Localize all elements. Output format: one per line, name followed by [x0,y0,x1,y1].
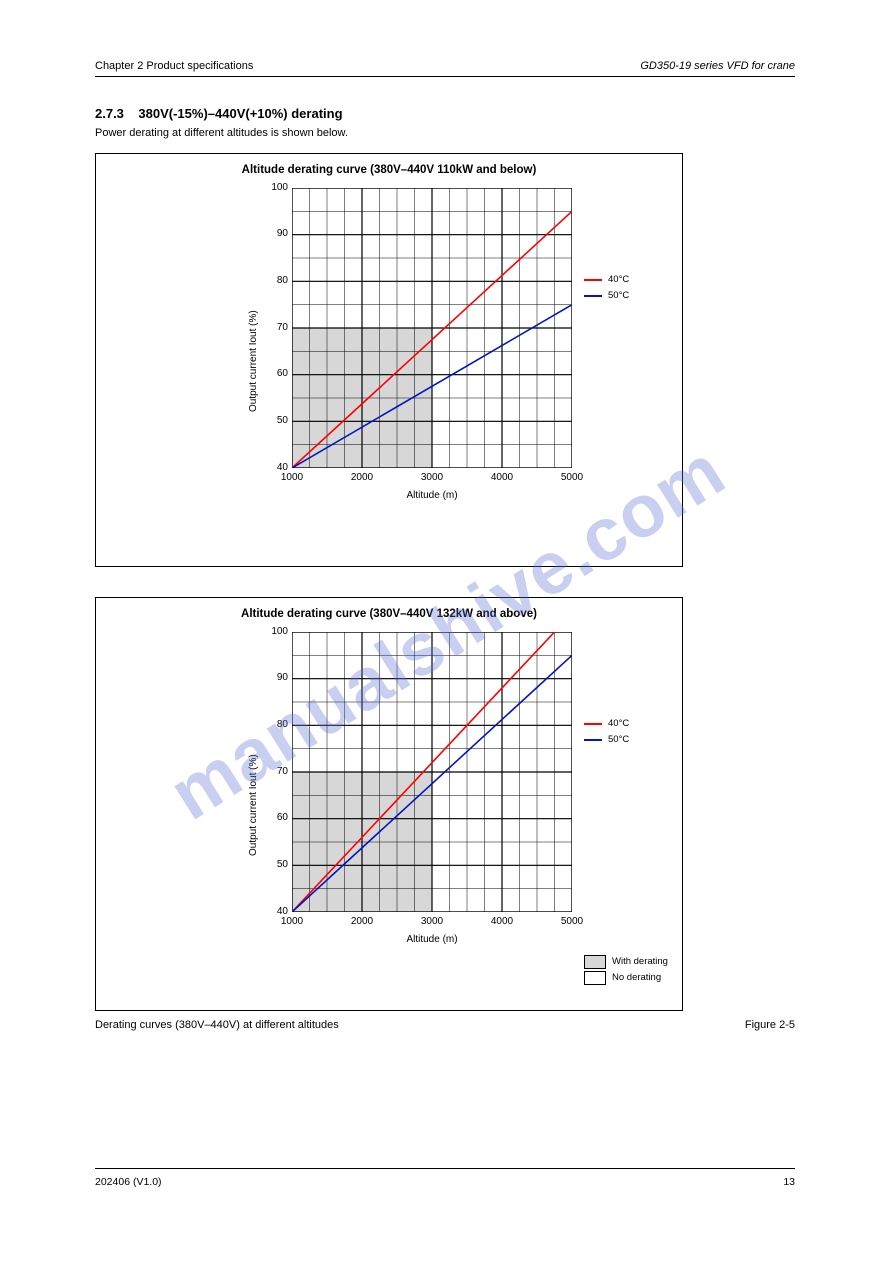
x-tick-label: 2000 [347,916,377,927]
legend-label: 40°C [608,716,629,732]
chart1-plot-area [292,188,572,468]
legend-swatch [584,723,602,725]
chart1-legend: 40°C50°C [584,272,629,304]
y-tick-label: 100 [258,626,288,637]
key-swatch [584,971,606,985]
chart2-x-title: Altitude (m) [292,934,572,945]
chart2-plot-area [292,632,572,912]
chart2-legend: 40°C50°C [584,716,629,748]
header-rule [95,76,795,77]
y-tick-label: 60 [258,368,288,379]
chart1-title: Altitude derating curve (380V–440V 110kW… [96,164,682,176]
chart-panel-1: Altitude derating curve (380V–440V 110kW… [95,153,683,567]
section-title: 380V(-15%)–440V(+10%) derating [138,106,342,121]
chart1-x-title: Altitude (m) [292,490,572,501]
key-swatch [584,955,606,969]
legend-label: 50°C [608,732,629,748]
legend-swatch [584,279,602,281]
x-tick-label: 3000 [417,472,447,483]
footer-version: 202406 (V1.0) [95,1176,162,1188]
x-tick-label: 5000 [557,472,587,483]
legend-item: 40°C [584,716,629,732]
legend-item: 50°C [584,288,629,304]
y-tick-label: 70 [258,322,288,333]
chart-panel-2: Altitude derating curve (380V–440V 132kW… [95,597,683,1011]
legend-item: 50°C [584,732,629,748]
x-tick-label: 3000 [417,916,447,927]
page-footer: 202406 (V1.0) 13 [95,1176,795,1188]
y-tick-label: 70 [258,766,288,777]
section-intro: Power derating at different altitudes is… [95,127,795,139]
y-tick-label: 60 [258,812,288,823]
y-tick-label: 100 [258,182,288,193]
y-tick-label: 90 [258,672,288,683]
chart2-title: Altitude derating curve (380V–440V 132kW… [96,608,682,620]
y-tick-label: 90 [258,228,288,239]
section-number: 2.7.3 [95,106,124,121]
key-item: With derating [584,954,668,970]
key-label: No derating [612,970,661,986]
page-header: Chapter 2 Product specifications GD350-1… [95,60,795,72]
legend-swatch [584,295,602,297]
y-tick-label: 80 [258,275,288,286]
chart2-key: With deratingNo derating [584,954,668,986]
legend-swatch [584,739,602,741]
page-content: Chapter 2 Product specifications GD350-1… [95,60,795,1031]
chart1-svg [292,188,572,468]
key-item: No derating [584,970,668,986]
header-chapter: Chapter 2 Product specifications [95,60,253,72]
x-tick-label: 4000 [487,916,517,927]
footer-rule [95,1168,795,1169]
key-label: With derating [612,954,668,970]
caption-left: Derating curves (380V–440V) at different… [95,1019,339,1031]
y-tick-label: 80 [258,719,288,730]
caption-right: Figure 2-5 [745,1019,795,1031]
chart2-svg [292,632,572,912]
section-heading: 2.7.3 380V(-15%)–440V(+10%) derating [95,105,795,123]
x-tick-label: 1000 [277,472,307,483]
x-tick-label: 2000 [347,472,377,483]
legend-item: 40°C [584,272,629,288]
header-product: GD350-19 series VFD for crane [640,60,795,72]
footer-page-number: 13 [783,1176,795,1188]
y-tick-label: 50 [258,859,288,870]
x-tick-label: 4000 [487,472,517,483]
figure-caption: Derating curves (380V–440V) at different… [95,1019,795,1031]
legend-label: 50°C [608,288,629,304]
y-tick-label: 50 [258,415,288,426]
x-tick-label: 5000 [557,916,587,927]
x-tick-label: 1000 [277,916,307,927]
legend-label: 40°C [608,272,629,288]
